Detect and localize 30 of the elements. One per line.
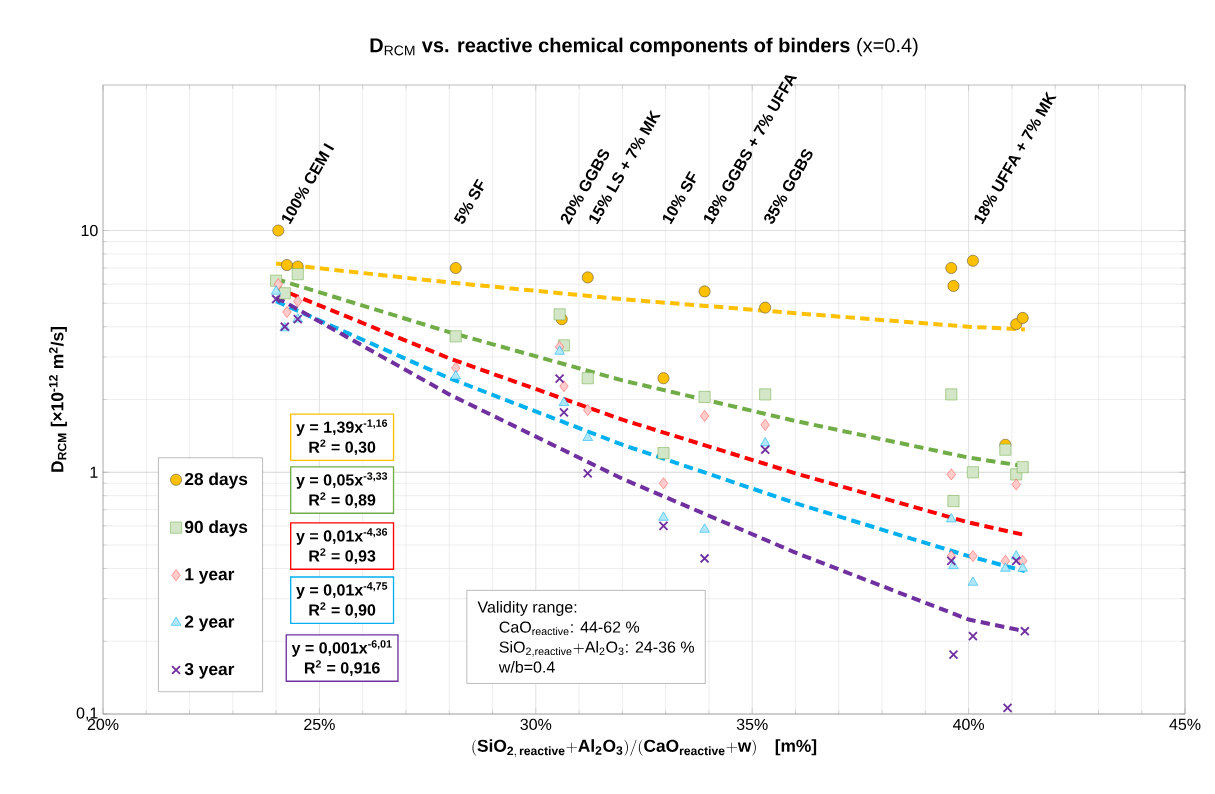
annotation: R$^{2}$ = 0,89	[309, 492, 376, 508]
annotation: $\mathrm{SiO_{2,reactive}{+}Al_{2}O_{3}}\text{: 24-36 \%}$	[499, 641, 695, 658]
y-tick-label: 1	[90, 466, 98, 478]
annotation: y = 1,39x$^{-1,16}$	[296, 419, 388, 436]
annotation: y = 0,05x$^{-3,33}$	[296, 472, 388, 489]
annotation: y = 0,01x$^{-4,36}$	[296, 528, 388, 545]
annotation: R$^{2}$ = 0,30	[309, 439, 376, 456]
legend-label: 3 year	[184, 662, 235, 679]
annotation: w/b=0.4	[498, 661, 555, 673]
annotation: 5% SF	[453, 178, 484, 224]
annotation: R$^{2}$ = 0,916	[304, 660, 380, 676]
annotation: CaO$_{reactive}$: 44-62 %	[499, 621, 640, 636]
x-tick-label: 25%	[304, 718, 335, 731]
annotation: Validity range:	[477, 601, 577, 616]
x-tick-label: 35%	[736, 718, 768, 731]
x-tick-label: 45%	[1169, 718, 1201, 730]
annotation: y = 0,001x$^{-6,01}$	[291, 640, 392, 657]
x-tick-label: 30%	[520, 718, 552, 731]
annotation: R$^{2}$ = 0,93	[309, 548, 376, 564]
y-axis-title: D$_{RCM}$ [×10$^{-12}$ m$^{2}$/s]	[49, 327, 67, 472]
legend-label: 2 year	[184, 615, 235, 632]
legend-label: 90 days	[184, 520, 248, 537]
legend-label: 28 days	[184, 472, 248, 489]
x-tick-label: 40%	[952, 718, 985, 731]
annotation: R$^{2}$ = 0,90	[309, 602, 376, 618]
chart-title: D$_{RCM}$ vs. reactive chemical components of binders (x=0.4)	[370, 37, 918, 57]
y-tick-label: 10	[81, 224, 98, 237]
legend-label: 1 year	[185, 568, 235, 584]
annotation: y = 0,01x$^{-4,75}$	[296, 582, 388, 599]
x-axis-title: $\mathbf{(SiO_{2,\,reactive}{+}Al_{2}O_{3})/(CaO_{reactive}{+}w)}\quad\text{[m\%]}$	[472, 739, 817, 758]
